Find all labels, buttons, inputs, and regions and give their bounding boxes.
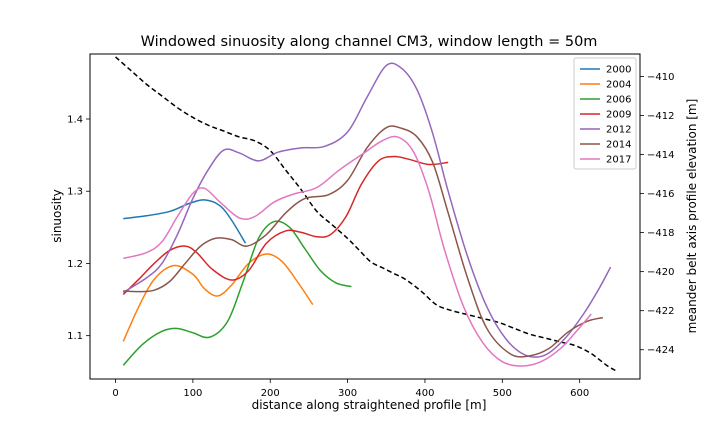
- x-tick-label: 100: [183, 388, 202, 399]
- y-tick-label: 1.4: [67, 115, 83, 126]
- series-line-2000: [123, 199, 247, 244]
- legend-label: 2017: [606, 155, 631, 166]
- y2-tick-label: −418: [647, 228, 674, 239]
- y-tick-label: 1.3: [67, 187, 83, 198]
- x-tick-label: 300: [338, 388, 357, 399]
- legend-label: 2012: [606, 125, 631, 136]
- y2-axis-label: meander belt axis profile elevation [m]: [685, 99, 699, 334]
- profile-elevation-line: [115, 56, 618, 372]
- series-line-2014: [123, 125, 604, 358]
- legend-label: 2006: [606, 95, 631, 106]
- x-axis-label: distance along straightened profile [m]: [252, 398, 487, 412]
- y2-tick-label: −424: [647, 345, 674, 356]
- y-axis-left: 1.1 1.2 1.3 1.4: [67, 115, 90, 342]
- x-tick-label: 0: [112, 388, 118, 399]
- series-layer: [115, 56, 618, 372]
- y2-tick-label: −416: [647, 189, 674, 200]
- y2-tick-label: −420: [647, 267, 674, 278]
- chart-title: Windowed sinuosity along channel CM3, wi…: [141, 34, 598, 50]
- legend-label: 2000: [606, 65, 631, 76]
- y-tick-label: 1.2: [67, 259, 83, 270]
- series-line-2004: [122, 253, 314, 342]
- plot-frame: [89, 53, 641, 380]
- y-axis-right: −424 −422 −420 −418 −416 −414 −412 −410: [640, 72, 674, 356]
- legend-label: 2004: [606, 80, 631, 91]
- x-tick-label: 500: [493, 388, 512, 399]
- series-line-2006: [122, 220, 352, 366]
- series-line-2012: [122, 62, 612, 358]
- y2-tick-label: −422: [647, 306, 674, 317]
- y-axis-label: sinuosity: [50, 189, 64, 243]
- legend: 2000 2004 2006 2009 2012 2014 2017: [573, 57, 637, 170]
- series-line-2017: [123, 135, 592, 367]
- legend-label: 2014: [606, 140, 631, 151]
- y2-tick-label: −414: [647, 150, 674, 161]
- x-tick-label: 400: [415, 388, 434, 399]
- legend-box: [573, 57, 637, 170]
- y-tick-label: 1.1: [67, 331, 83, 342]
- y2-tick-label: −412: [647, 111, 674, 122]
- series-line-2009: [122, 155, 449, 296]
- y2-tick-label: −410: [647, 72, 674, 83]
- x-tick-label: 600: [570, 388, 589, 399]
- legend-label: 2009: [606, 110, 631, 121]
- x-axis: 0 100 200 300 400 500 600: [112, 379, 589, 399]
- x-tick-label: 200: [261, 388, 280, 399]
